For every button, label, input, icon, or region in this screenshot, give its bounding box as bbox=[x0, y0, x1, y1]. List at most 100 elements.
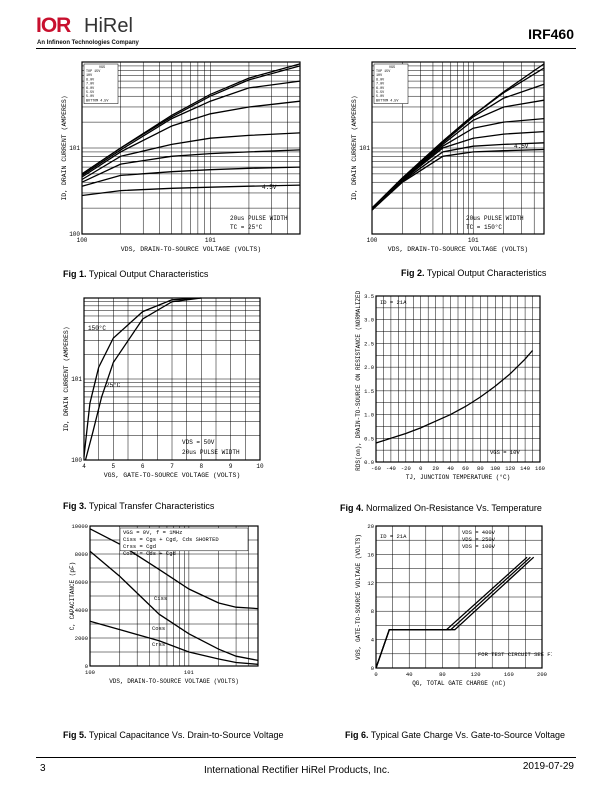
fig2-caption: Fig 2. Typical Output Characteristics bbox=[401, 268, 546, 278]
chart-annotation: VDS = 50V bbox=[182, 439, 215, 446]
legend-entry: 7.0V bbox=[86, 83, 95, 87]
legend-box bbox=[83, 63, 119, 104]
x-axis-label: VDS, DRAIN-TO-SOURCE VOLTAGE (VOLTS) bbox=[121, 246, 261, 253]
plot-frame bbox=[89, 525, 259, 667]
fig2-chart: 100 101 101 VDS, DRAIN-TO-SOURCE VOLTAGE (V… bbox=[351, 61, 545, 253]
y-axis-label: C, CAPACITANCE (pF) bbox=[69, 562, 76, 630]
logo-subtitle: An Infineon Technologies Company bbox=[37, 40, 139, 46]
x-tick-label: 101 bbox=[468, 237, 479, 244]
chart-annotation: 25°C bbox=[106, 382, 121, 389]
plot-frame bbox=[371, 61, 545, 235]
fig5-chart: 100 101 0 2000 4000 6000 8000 10000 VDS, DRAIN-T… bbox=[69, 523, 259, 685]
legend-entry: 6.0V bbox=[376, 87, 385, 91]
legend-entry: BOTTOM 4.5V bbox=[86, 99, 109, 103]
x-axis-label: VDS, DRAIN-TO-SOURCE VOLTAGE (VOLTS) bbox=[109, 678, 239, 685]
x-axis-label: TJ, JUNCTION TEMPERATURE (°C) bbox=[406, 474, 510, 481]
y-tick-label: 101 bbox=[69, 145, 80, 152]
fig2-plot: 100 101 101 VDS, DRAIN-TO-SOURCE VOLTAGE (V… bbox=[346, 58, 550, 262]
footer-rule bbox=[36, 757, 576, 758]
x-tick-label: -20 bbox=[401, 465, 411, 472]
y-tick-label: 20 bbox=[367, 523, 374, 530]
y-tick-label: 1.5 bbox=[364, 388, 374, 395]
plot-frame bbox=[375, 525, 543, 669]
fig1-chart: 100 101 100 101 VDS, DRAIN-TO-SOURCE VOLTAGE… bbox=[61, 61, 301, 253]
legend-entry: BOTTOM 4.5V bbox=[376, 99, 399, 103]
fig6-title: Typical Gate Charge Vs. Gate-to-Source V… bbox=[370, 730, 565, 740]
y-axis-label: ID, DRAIN CURRENT (AMPERES) bbox=[63, 326, 70, 431]
legend-entry: VGS = 0V, f = 1MHz bbox=[123, 529, 182, 536]
legend-entry: TOP 15V bbox=[86, 70, 101, 74]
fig3-number: Fig 3. bbox=[63, 501, 87, 511]
series-line bbox=[81, 166, 301, 187]
fig5-title: Typical Capacitance Vs. Drain-to-Source … bbox=[88, 730, 284, 740]
chart-annotation: VDS = 250V bbox=[462, 536, 496, 543]
x-tick-label: 20 bbox=[432, 465, 439, 472]
company-logo: IOR HiRel An Infineon Technologies Compa… bbox=[36, 14, 176, 54]
x-tick-label: 120 bbox=[505, 465, 515, 472]
fig1-number: Fig 1. bbox=[63, 269, 87, 279]
legend-entry: 8.0V bbox=[86, 78, 95, 82]
chart-annotation: Ciss bbox=[154, 595, 167, 602]
fig6-plot: 0 40 80 120 160 200 0 4 8 12 16 20 QG, TOTAL GATE CH… bbox=[346, 520, 552, 692]
x-tick-label: 160 bbox=[535, 465, 545, 472]
part-number: IRF460 bbox=[528, 26, 574, 42]
fig4-number: Fig 4. bbox=[340, 503, 364, 513]
x-tick-label: 6 bbox=[141, 463, 145, 470]
fig3-caption: Fig 3. Typical Transfer Characteristics bbox=[63, 501, 214, 511]
footer-date: 2019-07-29 bbox=[522, 761, 574, 772]
header-rule bbox=[36, 48, 576, 49]
series-line bbox=[375, 350, 533, 444]
fig5-caption: Fig 5. Typical Capacitance Vs. Drain-to-… bbox=[63, 730, 283, 740]
y-tick-label: 101 bbox=[359, 145, 370, 152]
chart-annotation: 20us PULSE WIDTH bbox=[182, 449, 240, 456]
x-tick-label: 100 bbox=[77, 237, 88, 244]
y-tick-label: 8 bbox=[371, 608, 374, 615]
fig5-number: Fig 5. bbox=[63, 730, 87, 740]
chart-annotation: Coss bbox=[152, 625, 165, 632]
chart-annotation: FOR TEST CIRCUIT SEE FIGURE 13 a&b bbox=[478, 651, 552, 658]
x-tick-label: -60 bbox=[371, 465, 381, 472]
x-tick-label: 5 bbox=[112, 463, 116, 470]
legend-entry: 6.0V bbox=[86, 87, 95, 91]
page-number: 3 bbox=[40, 763, 46, 774]
x-tick-label: 120 bbox=[471, 671, 481, 678]
y-tick-label: 3.5 bbox=[364, 293, 374, 300]
legend-entry: 5.5V bbox=[86, 91, 95, 95]
chart-annotation: 4.5V bbox=[514, 143, 529, 150]
chart-annotation: VDS = 400V bbox=[462, 529, 496, 536]
legend-title: VGS bbox=[99, 66, 105, 70]
fig3-chart: 4 5 6 7 8 9 10 100 101 VGS, GATE-TO-SOURCE VOLTAG… bbox=[63, 297, 264, 479]
fig4-caption: Fig 4. Normalized On-Resistance Vs. Temp… bbox=[340, 503, 542, 513]
series-line bbox=[371, 148, 545, 211]
y-axis-label: ID, DRAIN CURRENT (AMPERES) bbox=[61, 95, 68, 200]
plot-frame bbox=[83, 297, 261, 461]
x-tick-label: 80 bbox=[477, 465, 484, 472]
x-axis-label: VGS, GATE-TO-SOURCE VOLTAGE (VOLTS) bbox=[104, 472, 241, 479]
legend-box bbox=[119, 527, 249, 552]
x-tick-label: 8 bbox=[200, 463, 204, 470]
x-tick-label: 101 bbox=[205, 237, 216, 244]
legend-title: VGS bbox=[389, 66, 395, 70]
x-tick-label: 0 bbox=[374, 671, 377, 678]
y-tick-label: 0 bbox=[371, 665, 374, 672]
x-tick-label: -40 bbox=[386, 465, 396, 472]
y-tick-label: 2.0 bbox=[364, 364, 374, 371]
x-tick-label: 60 bbox=[462, 465, 469, 472]
x-tick-label: 100 bbox=[367, 237, 378, 244]
fig1-title: Typical Output Characteristics bbox=[88, 269, 209, 279]
legend-entry: TOP 15V bbox=[376, 70, 391, 74]
chart-annotation: TC = 150°C bbox=[466, 224, 502, 231]
x-tick-label: 7 bbox=[170, 463, 174, 470]
chart-annotation: VGS = 10V bbox=[490, 449, 520, 456]
series-line bbox=[89, 550, 259, 662]
legend-entry: Ciss = Cgs + Cgd, Cds SHORTED bbox=[123, 536, 219, 543]
fig6-number: Fig 6. bbox=[345, 730, 369, 740]
legend-entry: Coss = Cds + Cgd bbox=[123, 550, 176, 557]
y-tick-label: 101 bbox=[71, 376, 82, 383]
chart-annotation: 20us PULSE WIDTH bbox=[466, 215, 524, 222]
chart-annotation: Crss bbox=[152, 641, 165, 648]
y-tick-label: 6000 bbox=[75, 579, 88, 586]
fig4-plot: -60 -40 -20 0 20 40 60 80 100 120 140 160 0.0 0.5 1.0 1… bbox=[342, 290, 552, 492]
legend-entry: Crss = Cgd bbox=[123, 543, 156, 550]
x-tick-label: 80 bbox=[439, 671, 446, 678]
